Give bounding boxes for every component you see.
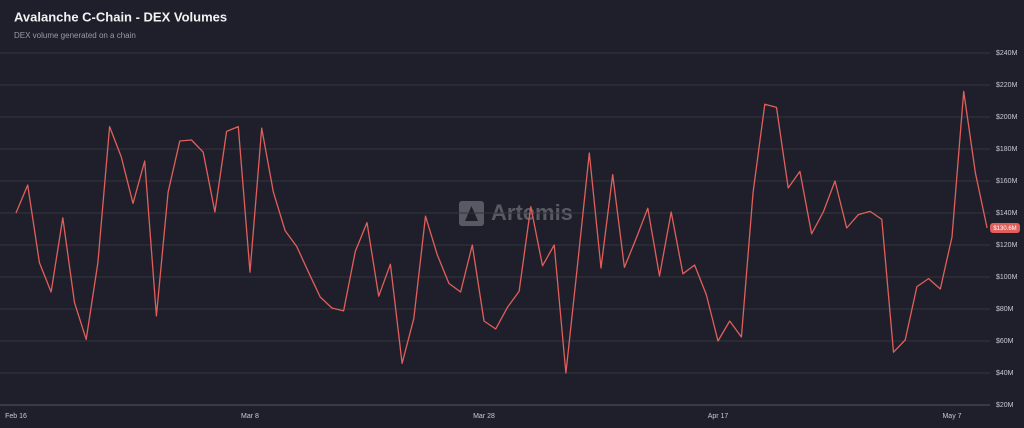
y-tick-label: $60M bbox=[996, 338, 1014, 345]
current-value-label: $130.6M bbox=[993, 226, 1016, 232]
y-tick-label: $100M bbox=[996, 274, 1018, 281]
y-tick-label: $140M bbox=[996, 210, 1018, 217]
y-tick-label: $120M bbox=[996, 242, 1018, 249]
y-tick-label: $160M bbox=[996, 178, 1018, 185]
x-tick-label: Mar 28 bbox=[473, 413, 495, 420]
y-tick-label: $200M bbox=[996, 114, 1018, 121]
data-line bbox=[15, 90, 988, 374]
x-tick-label: Apr 17 bbox=[708, 413, 729, 420]
x-tick-label: Feb 16 bbox=[5, 413, 27, 420]
x-tick-label: May 7 bbox=[942, 413, 961, 420]
current-value-badge bbox=[990, 223, 1020, 234]
chart-title: Avalanche C-Chain - DEX Volumes bbox=[14, 9, 227, 24]
y-tick-label: $240M bbox=[996, 50, 1018, 57]
y-tick-label: $80M bbox=[996, 306, 1014, 313]
y-tick-label: $40M bbox=[996, 370, 1014, 377]
y-tick-label: $20M bbox=[996, 402, 1014, 409]
x-tick-label: Mar 8 bbox=[241, 413, 259, 420]
chart-subtitle: DEX volume generated on a chain bbox=[14, 31, 136, 40]
y-tick-label: $220M bbox=[996, 82, 1018, 89]
y-tick-label: $180M bbox=[996, 146, 1018, 153]
